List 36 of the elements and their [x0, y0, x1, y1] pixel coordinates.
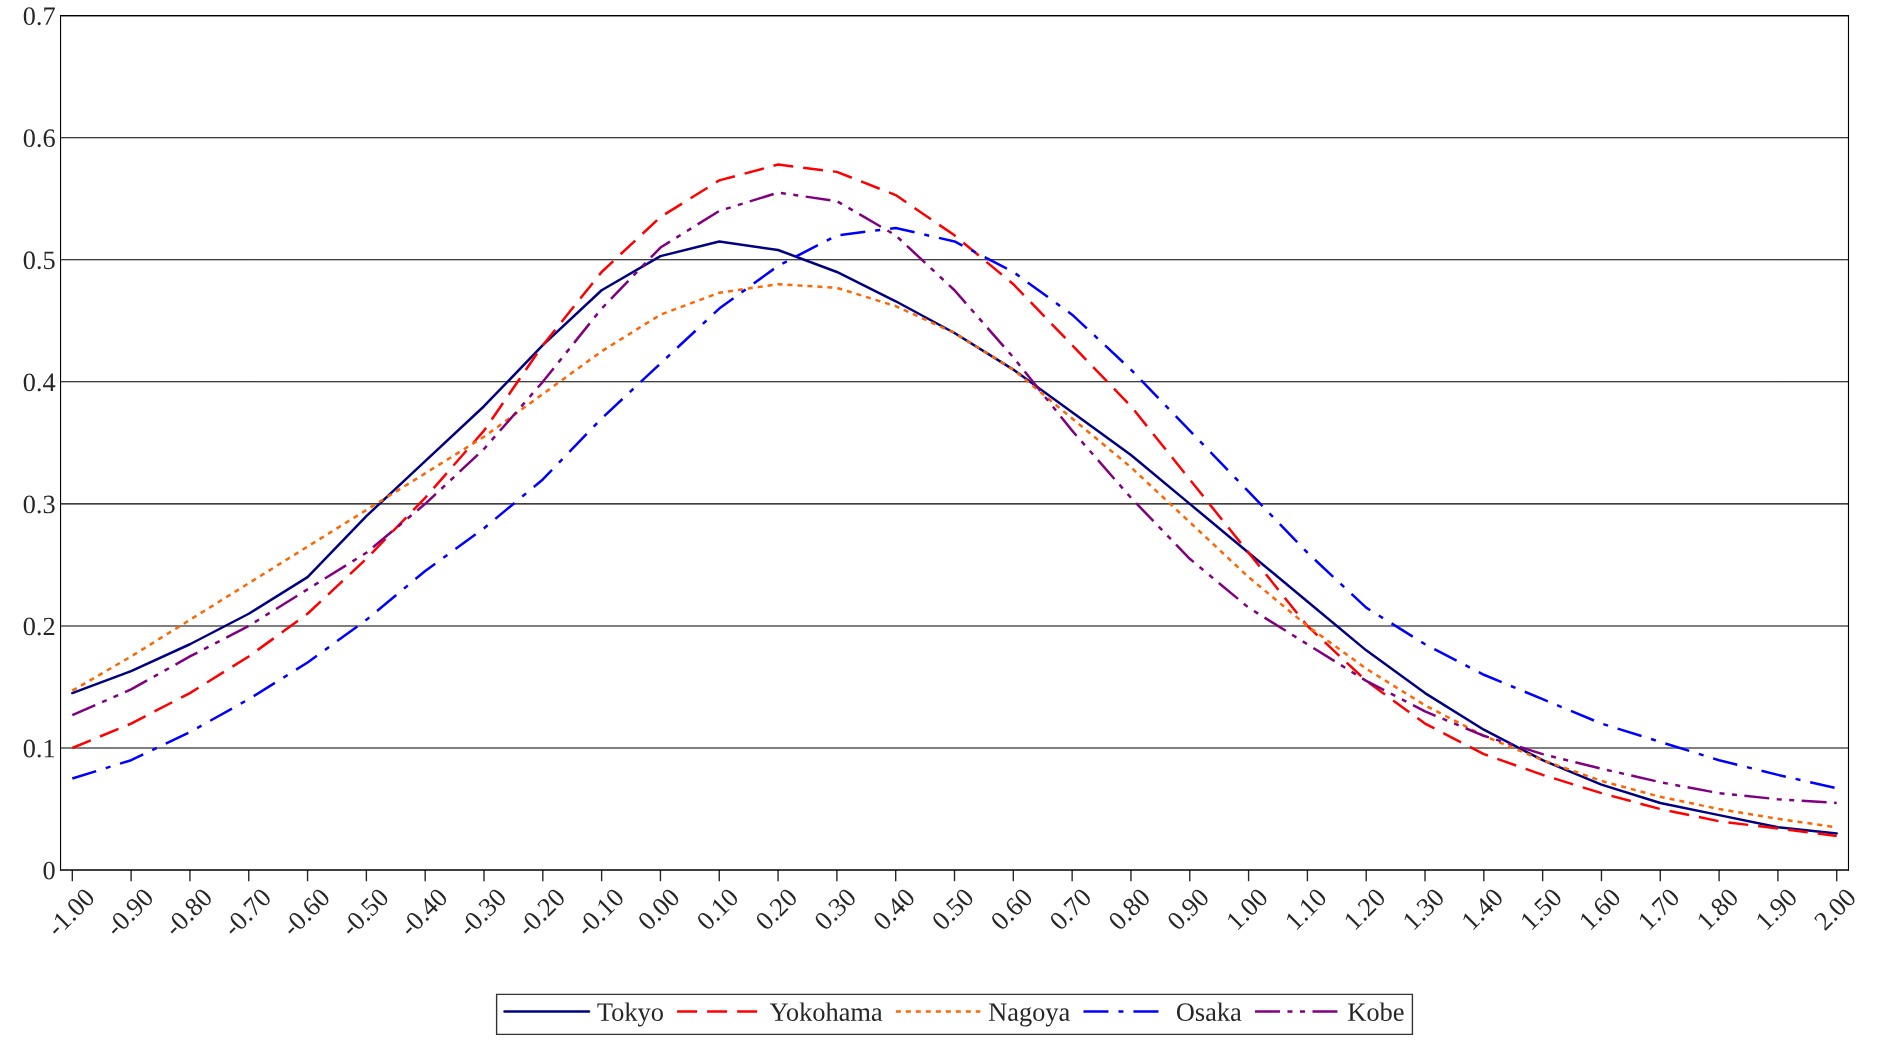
x-tick-label: -0.80	[163, 887, 214, 938]
x-tick-label: 1.40	[1461, 887, 1505, 931]
x-tick-label: 0.40	[872, 887, 917, 932]
x-tick-label: -0.30	[457, 887, 508, 938]
y-tick-label: 0.4	[23, 373, 56, 392]
x-tick-label: 0.00	[636, 887, 681, 932]
x-tick-label: 0.60	[989, 887, 1034, 932]
y-tick-label: 0.5	[23, 251, 55, 270]
legend-label: Osaka	[1176, 1002, 1242, 1021]
x-tick-label: 0.20	[754, 887, 799, 932]
x-tick-label: 0.70	[1048, 887, 1093, 932]
x-tick-label: 0.30	[813, 887, 858, 932]
x-tick-label: 1.50	[1520, 887, 1564, 931]
legend-label: Nagoya	[988, 1003, 1070, 1027]
x-tick-label: 1.90	[1755, 887, 1799, 931]
y-tick-label: 0.7	[23, 7, 55, 26]
y-tick-label: 0.3	[23, 495, 55, 514]
x-tick-label: 1.80	[1696, 887, 1740, 931]
x-tick-label: 0.10	[695, 887, 740, 932]
x-tick-label: 0.50	[930, 887, 975, 932]
x-tick-label: 1.20	[1343, 887, 1387, 931]
legend-label: Kobe	[1348, 1002, 1404, 1021]
y-tick-label: 0.1	[23, 739, 55, 758]
x-tick-label: 0.90	[1166, 887, 1211, 932]
x-tick-label: 1.60	[1578, 887, 1622, 931]
x-tick-label: 0.80	[1107, 887, 1152, 932]
y-tick-label: 0	[43, 861, 55, 880]
x-tick-label: 1.30	[1402, 887, 1446, 931]
x-tick-label: 1.00	[1225, 887, 1269, 931]
y-tick-label: 0.6	[23, 129, 55, 148]
x-tick-label: 1.70	[1637, 887, 1681, 931]
legend-label: Yokohama	[769, 1002, 883, 1021]
legend-label: Tokyo	[597, 1002, 663, 1027]
y-tick-label: 0.2	[23, 617, 55, 636]
x-tick-label: 2.00	[1813, 887, 1858, 932]
x-tick-label: 1.10	[1284, 887, 1328, 931]
